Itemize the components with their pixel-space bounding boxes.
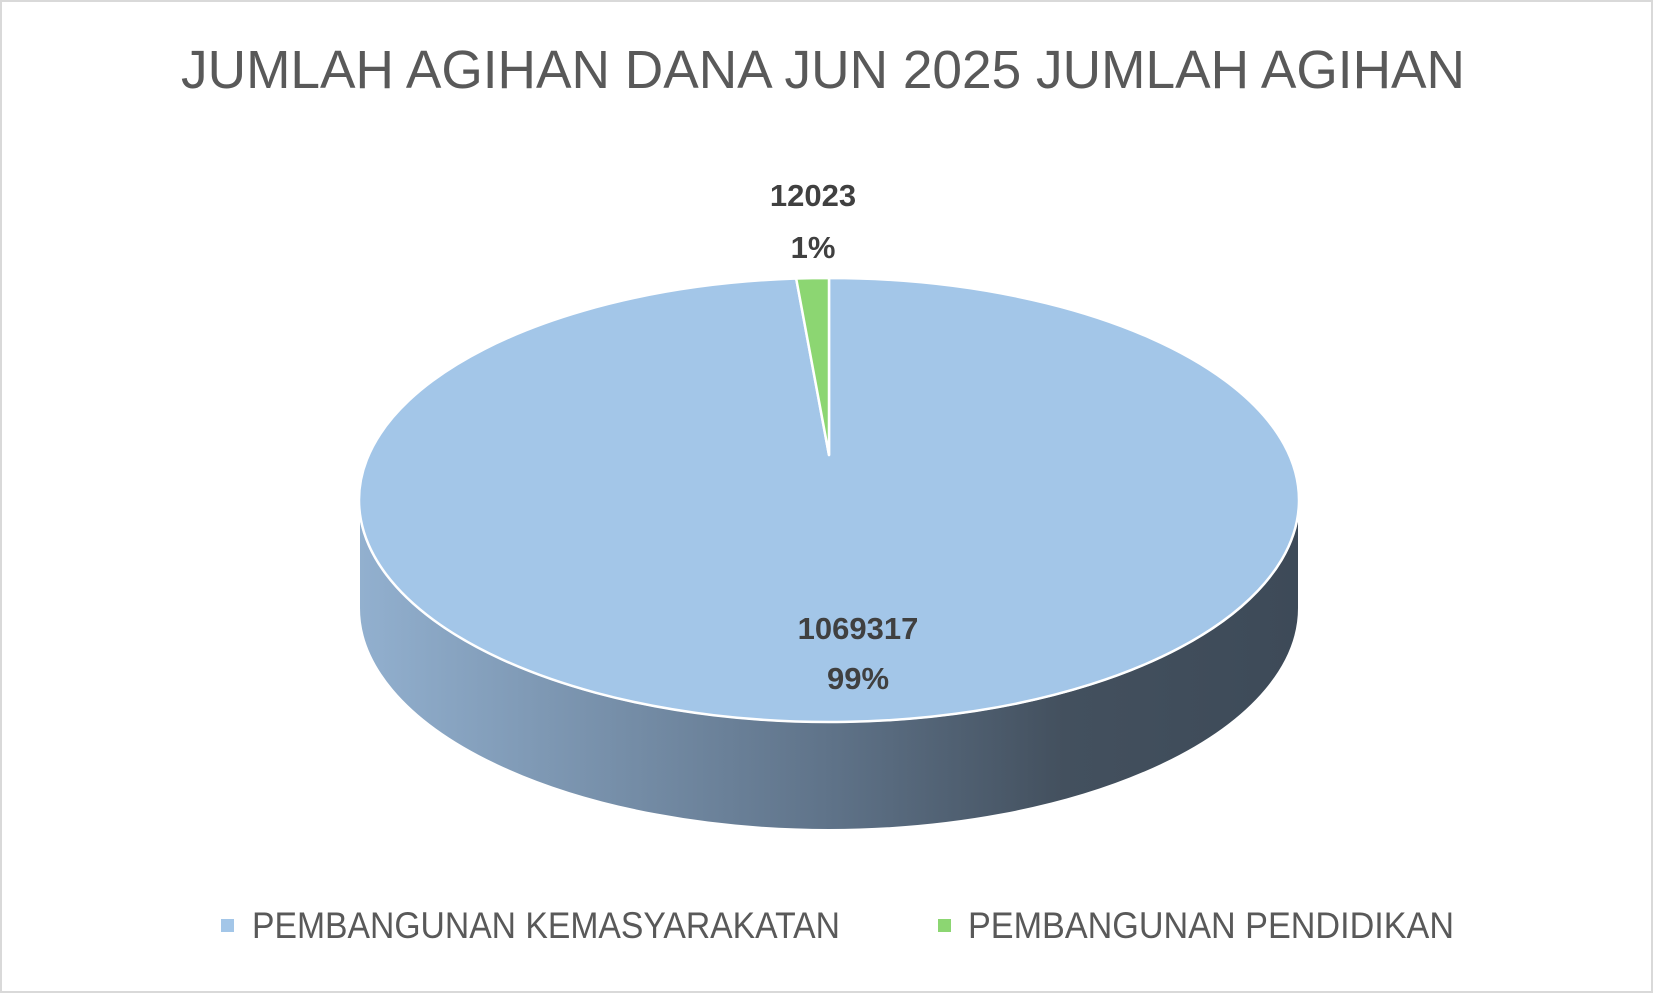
data-label-value-1: 12023 xyxy=(770,178,856,213)
data-label-value-0: 1069317 xyxy=(798,611,919,646)
data-label-percent-1: 1% xyxy=(791,230,836,265)
legend-label-0: PEMBANGUNAN KEMASYARAKATAN xyxy=(252,905,840,946)
legend-label-1: PEMBANGUNAN PENDIDIKAN xyxy=(968,905,1454,946)
data-label-percent-0: 99% xyxy=(827,661,889,696)
pie-group xyxy=(357,276,1301,831)
legend: PEMBANGUNAN KEMASYARAKATAN PEMBANGUNAN P… xyxy=(221,905,1454,946)
legend-swatch-1 xyxy=(938,919,951,932)
legend-swatch-0 xyxy=(221,919,234,932)
pie-slice-0 xyxy=(357,276,1301,724)
pie-slice-1 xyxy=(794,276,831,457)
chart-title: JUMLAH AGIHAN DANA JUN 2025 JUMLAH AGIHA… xyxy=(181,40,1465,100)
